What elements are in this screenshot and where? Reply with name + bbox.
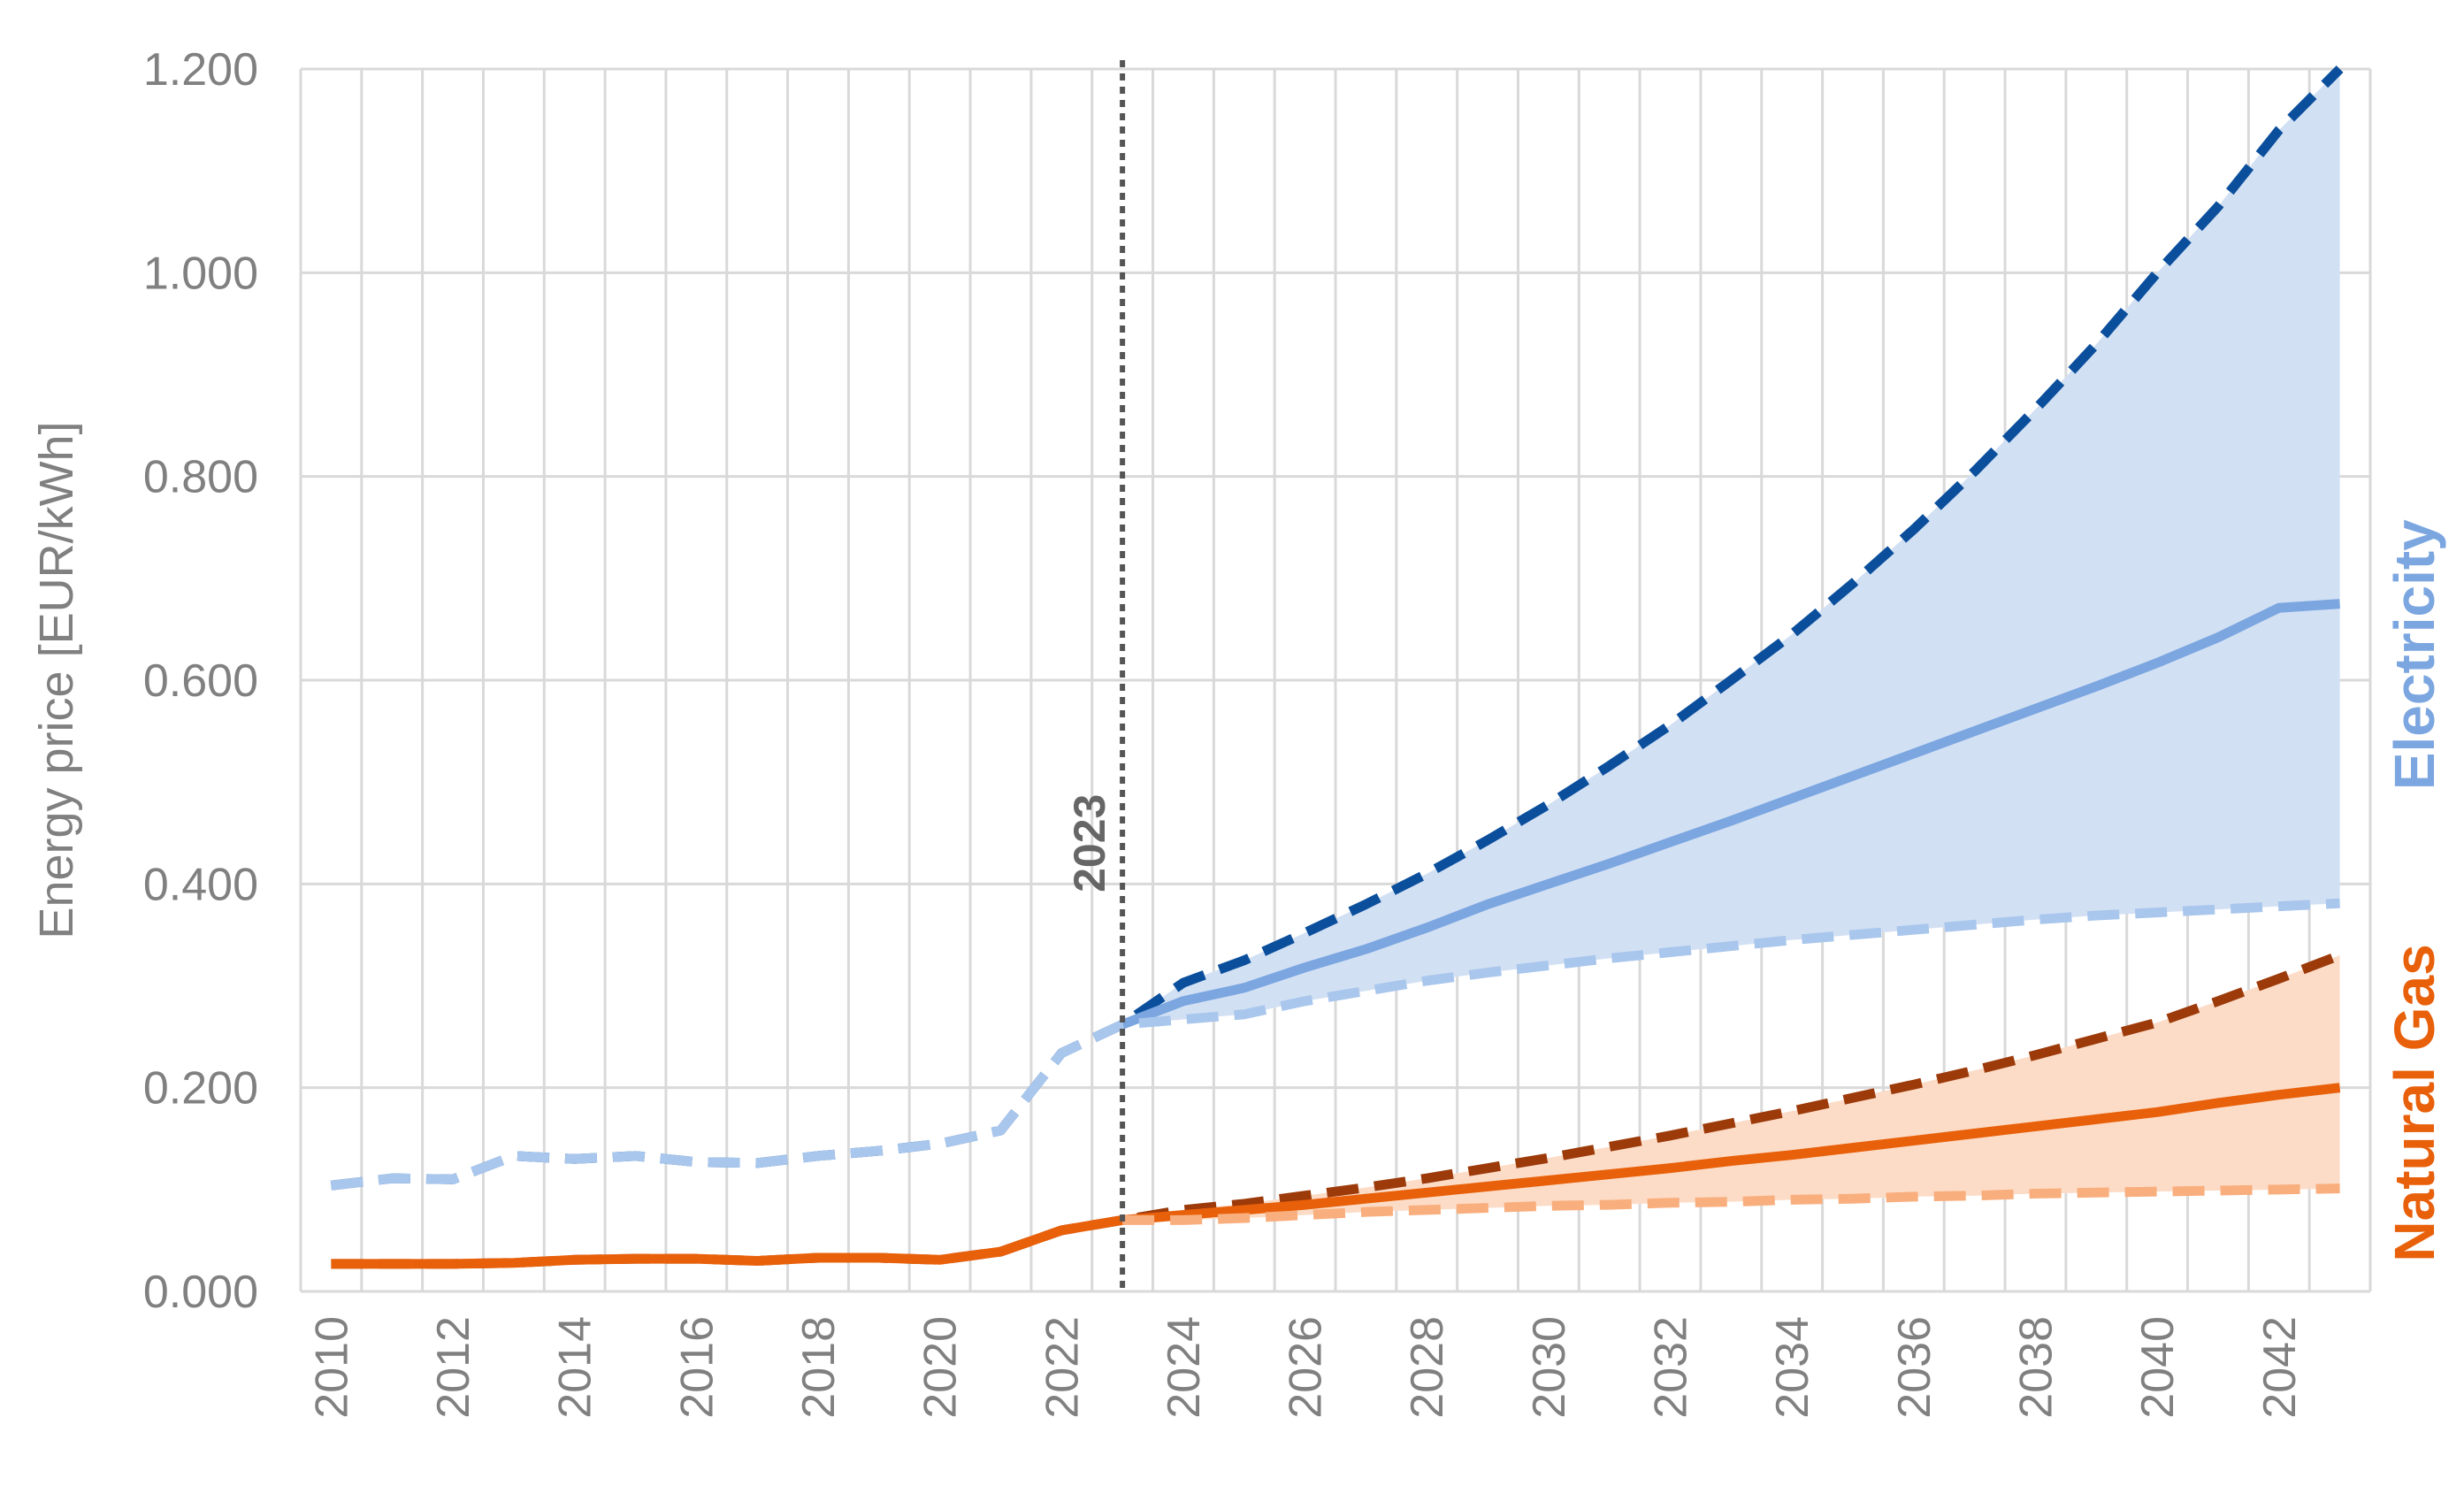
electricity-label: Electricity (2383, 519, 2446, 790)
y-tick-label: 0.400 (143, 859, 258, 910)
x-tick-label: 2014 (550, 1316, 601, 1419)
x-tick-label: 2040 (2132, 1316, 2184, 1419)
y-tick-label: 0.800 (143, 452, 258, 503)
x-axis-ticks: 2010 2012 2014 2016 2018 2020 2022 2024 2026 2028… (306, 1316, 2305, 1419)
natural-gas-label: Natural Gas (2383, 944, 2446, 1261)
x-tick-label: 2020 (915, 1316, 967, 1419)
y-tick-label: 1.200 (143, 44, 258, 96)
y-tick-label: 1.000 (143, 248, 258, 299)
x-tick-label: 2028 (1402, 1316, 1453, 1419)
x-tick-label: 2036 (1889, 1316, 1940, 1419)
y-axis-label: Energy price [EUR/kWh] (30, 421, 83, 938)
x-tick-label: 2032 (1646, 1316, 1697, 1419)
series-lines (330, 65, 2344, 1269)
x-tick-label: 2012 (428, 1316, 479, 1419)
x-tick-label: 2038 (2010, 1316, 2062, 1419)
year-marker: 2023 (1065, 60, 1126, 1291)
series-line-5 (1122, 1183, 2340, 1225)
series-line-1 (1121, 599, 2340, 1030)
natural-gas-band (1122, 954, 2340, 1221)
x-tick-label: 2024 (1159, 1316, 1210, 1419)
series-line-4 (331, 1083, 2341, 1269)
projection-bands (1122, 69, 2340, 1221)
y-axis-ticks: 0.000 0.200 0.400 0.600 0.800 1.000 1.200 (143, 44, 258, 1318)
x-tick-label: 2010 (306, 1316, 357, 1419)
y-tick-label: 0.000 (143, 1267, 258, 1318)
series-line-2 (330, 898, 2340, 1191)
x-tick-label: 2026 (1281, 1316, 1332, 1419)
x-tick-label: 2042 (2254, 1316, 2306, 1419)
x-tick-label: 2030 (1524, 1316, 1575, 1419)
marker-label-2023: 2023 (1065, 794, 1114, 892)
x-tick-label: 2034 (1767, 1316, 1818, 1419)
y-tick-label: 0.600 (143, 655, 258, 707)
electricity-band (1122, 69, 2340, 1025)
x-tick-label: 2016 (671, 1316, 723, 1419)
x-tick-label: 2022 (1037, 1316, 1088, 1419)
y-tick-label: 0.200 (143, 1063, 258, 1114)
x-tick-label: 2018 (793, 1316, 845, 1419)
